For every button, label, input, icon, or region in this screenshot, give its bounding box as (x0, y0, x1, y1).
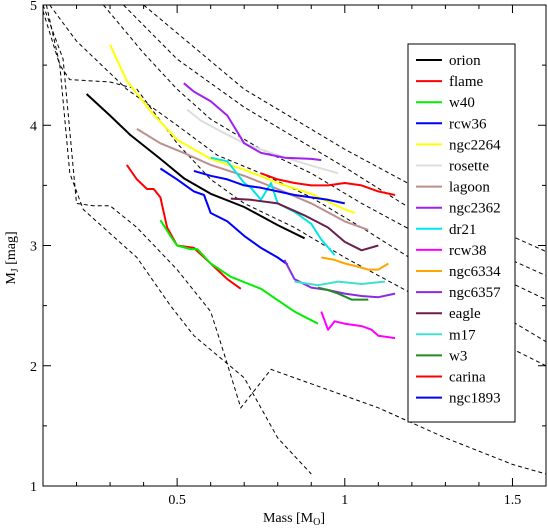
series-line-orion (85, 93, 306, 240)
legend-label-w40: w40 (449, 95, 475, 111)
series-line-rcw38 (320, 311, 396, 340)
x-tick-label: 1 (341, 493, 348, 508)
y-tick-label: 4 (30, 119, 37, 134)
y-axis-label: MJ [mag] (4, 231, 21, 284)
legend-label-ngc2362: ngc2362 (449, 201, 501, 217)
series-line-w3 (317, 286, 369, 301)
x-tick-label: 1.5 (504, 493, 522, 508)
reference-curve-3 (45, 4, 547, 367)
legend-label-orion: orion (449, 53, 481, 69)
legend-label-dr21: dr21 (449, 222, 477, 238)
x-axis-label-main: Mass [M (263, 511, 314, 526)
legend-label-ngc6357: ngc6357 (449, 285, 501, 301)
reference-curve-6 (123, 4, 547, 277)
series-lines (85, 44, 396, 340)
legend-label-rcw38: rcw38 (449, 243, 487, 259)
legend-label-ngc2264: ngc2264 (449, 137, 501, 153)
series-line-eagle (230, 197, 379, 252)
y-tick-label: 2 (30, 360, 37, 375)
legend-label-rosette: rosette (449, 159, 489, 175)
series-line-ngc6334 (321, 256, 389, 271)
axis-ticks: 0.5 1 1.5 1 2 3 4 5 (30, 0, 546, 508)
legend-box (407, 43, 516, 423)
series-line-lagoon (136, 128, 369, 231)
series-line-ngc6357 (283, 259, 396, 299)
reference-curve-1 (42, 10, 312, 475)
legend-label-ngc1893: ngc1893 (449, 391, 501, 407)
series-line-ngc2264 (109, 44, 356, 214)
y-tick-label: 3 (30, 240, 37, 255)
y-axis-label-rest: [mag] (4, 231, 19, 268)
y-tick-label: 1 (30, 480, 37, 495)
series-line-ngc2362 (183, 82, 322, 162)
legend-label-lagoon: lagoon (449, 180, 490, 196)
y-axis-label-sub: J (10, 268, 21, 272)
legend: orion flame w40 rcw36 ngc2264 rosette lagoon ng… (407, 43, 516, 423)
series-line-carina (260, 172, 396, 196)
legend-label-rcw36: rcw36 (449, 116, 487, 132)
legend-label-w3: w3 (449, 348, 467, 364)
legend-label-eagle: eagle (449, 306, 481, 322)
series-line-dr21 (210, 156, 336, 256)
reference-curve-2 (42, 4, 547, 475)
legend-label-flame: flame (449, 74, 483, 90)
series-line-m17 (294, 280, 386, 287)
y-axis-label-main: M (4, 272, 19, 285)
series-line-flame (125, 164, 242, 290)
series-line-ngc1893 (193, 169, 346, 205)
y-tick-label: 5 (30, 0, 37, 14)
legend-label-carina: carina (449, 370, 486, 386)
legend-label-ngc6334: ngc6334 (449, 264, 501, 280)
x-axis-label: Mass [MO] (263, 511, 325, 528)
x-axis-label-close: ] (320, 511, 325, 526)
series-line-rcw36 (159, 167, 289, 266)
x-tick-label: 0.5 (168, 493, 186, 508)
series-line-w40 (159, 219, 319, 325)
x-axis-label-sub: O (313, 517, 320, 528)
legend-label-m17: m17 (449, 327, 476, 343)
